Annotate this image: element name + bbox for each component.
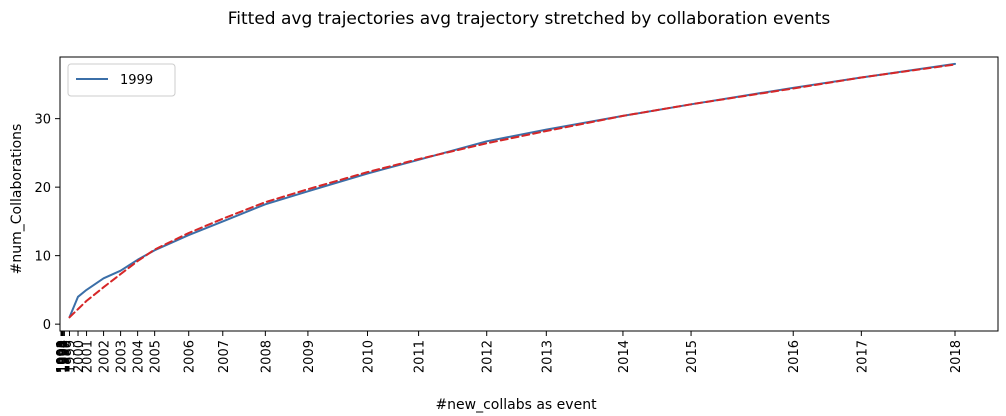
x-tick-label: 2005 bbox=[149, 340, 164, 373]
fitted-series-line bbox=[68, 63, 956, 319]
x-tick-label: 2018 bbox=[949, 340, 964, 373]
x-tick-label: 1996 bbox=[57, 340, 72, 373]
x-tick-label: 1994 bbox=[56, 340, 71, 373]
x-tick-label: 1997 bbox=[57, 340, 72, 373]
x-tick-label: 2015 bbox=[685, 340, 700, 373]
x-axis-label: #new_collabs as event bbox=[435, 397, 597, 413]
legend-label-1999: 1999 bbox=[120, 73, 153, 88]
x-tick-label: 1995 bbox=[56, 340, 71, 373]
x-tick-label: 1993 bbox=[56, 340, 71, 373]
x-tick-label: 1998 bbox=[58, 340, 73, 373]
x-tick-label: 1990 bbox=[55, 340, 70, 373]
x-tick-label: 2013 bbox=[540, 340, 555, 373]
x-tick-label: 2017 bbox=[855, 340, 870, 373]
y-axis-label: #num_Collaborations bbox=[9, 124, 25, 275]
x-tick-label: 1992 bbox=[55, 340, 70, 373]
x-tick-label: 2008 bbox=[259, 340, 274, 373]
x-tick-label: 1999 bbox=[64, 340, 79, 373]
x-tick-label: 2000 bbox=[72, 340, 87, 373]
x-tick-label: 2001 bbox=[81, 340, 96, 373]
x-tick-label: 2003 bbox=[115, 340, 130, 373]
x-tick-label: 2011 bbox=[413, 340, 428, 373]
x-tick-label: 2004 bbox=[132, 340, 147, 373]
y-tick-label: 30 bbox=[34, 113, 51, 128]
y-tick-label: 20 bbox=[34, 181, 51, 196]
x-tick-label: 1991 bbox=[55, 340, 70, 373]
x-tick-label: 2014 bbox=[617, 340, 632, 373]
legend: 1999 bbox=[67, 63, 176, 97]
ticks-layer: 0 10 20 30 199019911992199319941995199619971… bbox=[34, 113, 964, 373]
x-tick-label: 2012 bbox=[481, 340, 496, 373]
x-tick-label: 2006 bbox=[183, 340, 198, 373]
series-line-1999 bbox=[68, 62, 956, 319]
y-tick-label: 0 bbox=[43, 318, 51, 333]
x-tick-label: 2009 bbox=[302, 340, 317, 373]
x-tick-label: 2007 bbox=[217, 340, 232, 373]
chart-title: Fitted avg trajectories avg trajectory s… bbox=[228, 9, 831, 29]
x-tick-label: 2002 bbox=[98, 340, 113, 373]
plot-frame bbox=[59, 56, 999, 332]
y-tick-label: 10 bbox=[34, 250, 51, 265]
x-tick-label: 2010 bbox=[362, 340, 377, 373]
x-tick-label: 2016 bbox=[787, 340, 802, 373]
lines-layer bbox=[68, 62, 956, 319]
legend-box bbox=[67, 63, 176, 97]
